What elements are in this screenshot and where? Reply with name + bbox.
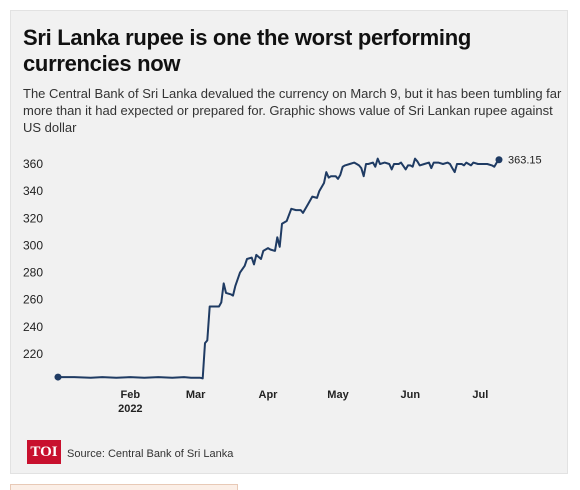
chart-subtitle: The Central Bank of Sri Lanka devalued t… — [23, 86, 562, 135]
end-point-marker — [495, 156, 503, 164]
y-tick-label: 360 — [23, 157, 43, 171]
y-tick-label: 320 — [23, 211, 43, 225]
y-tick-label: 300 — [23, 238, 43, 252]
y-tick-label: 220 — [23, 347, 43, 361]
x-tick-label: Jun — [401, 389, 421, 401]
x-tick-label: Apr — [259, 389, 279, 401]
y-tick-label: 260 — [23, 293, 43, 307]
x-tick-label: Mar — [186, 389, 206, 401]
y-tick-label: 280 — [23, 266, 43, 280]
chart-card: Sri Lanka rupee is one the worst perform… — [10, 10, 568, 474]
bottom-strip — [10, 484, 238, 490]
line-chart: 220 240 260 280 300 320 340 360 Feb 2022 Mar Apr Ma… — [23, 155, 542, 415]
x-tick-label: Feb — [121, 389, 141, 401]
end-value-label: 363.15 — [508, 155, 542, 167]
x-tick-label: Jul — [472, 389, 488, 401]
x-tick-label: May — [327, 389, 349, 401]
source-note: Source: Central Bank of Sri Lanka — [67, 448, 234, 460]
start-point-marker — [54, 373, 62, 381]
x-axis: Feb 2022 Mar Apr May Jun Jul — [118, 389, 488, 415]
toi-logo: TOI — [27, 440, 61, 464]
y-tick-label: 240 — [23, 320, 43, 334]
y-axis: 220 240 260 280 300 320 340 360 — [23, 157, 43, 361]
chart-title: Sri Lanka rupee is one the worst perform… — [23, 25, 471, 76]
x-tick-year-label: 2022 — [118, 403, 142, 415]
y-tick-label: 340 — [23, 184, 43, 198]
exchange-rate-line — [58, 157, 500, 380]
